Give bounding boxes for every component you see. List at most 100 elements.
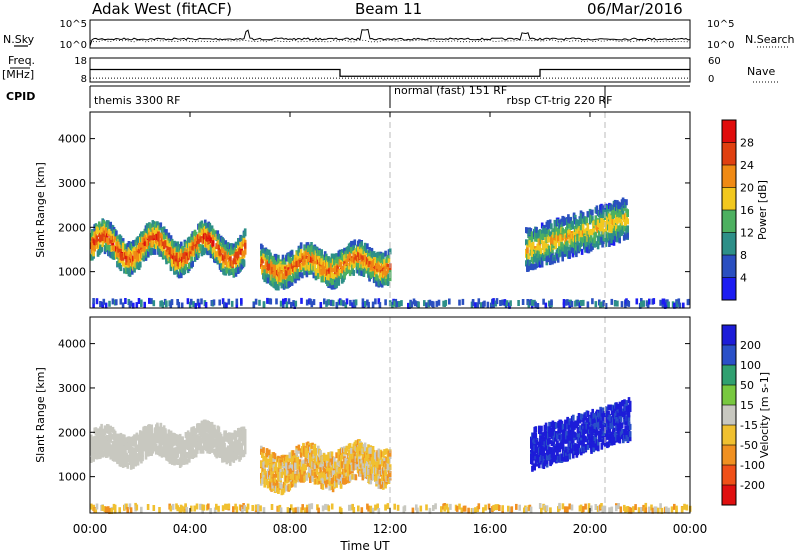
range-cell (99, 452, 102, 459)
range-cell (600, 212, 603, 219)
range-cell (540, 261, 544, 268)
range-cell (391, 301, 394, 308)
range-cell (558, 228, 561, 235)
range-cell (517, 300, 520, 306)
range-cell (131, 260, 134, 267)
range-cell (95, 298, 99, 305)
range-cell (234, 270, 238, 277)
range-cell (243, 229, 247, 236)
range-cell (280, 472, 284, 478)
range-cell (313, 463, 317, 470)
range-cell (369, 264, 373, 271)
cpid-label: CPID (6, 90, 35, 103)
range-cell (134, 460, 137, 467)
range-cell (591, 216, 594, 223)
range-cell (268, 257, 271, 264)
freq-label: Freq. (8, 54, 35, 67)
range-cell (301, 468, 304, 475)
range-cell (531, 264, 535, 271)
range-cell (556, 235, 560, 242)
range-cell (140, 301, 143, 307)
range-cell (342, 450, 345, 457)
range-cell (348, 270, 352, 277)
range-cell (201, 245, 205, 252)
range-cell (483, 300, 486, 307)
range-cell (280, 484, 284, 491)
range-cell (98, 241, 101, 248)
range-cell (141, 455, 144, 462)
range-cell (211, 433, 215, 440)
range-cell (564, 235, 568, 242)
range-cell (143, 245, 147, 252)
range-cell (624, 219, 627, 226)
noise-right-tick-bottom: 10^0 (707, 40, 734, 51)
range-cell (386, 278, 390, 285)
range-cell (340, 299, 343, 306)
range-cell (310, 457, 313, 464)
range-cell (269, 463, 272, 470)
range-cell (612, 239, 616, 246)
range-cell (273, 477, 277, 484)
range-cell (295, 272, 298, 279)
range-cell (461, 298, 465, 305)
range-cell (398, 301, 401, 307)
power-colorbar-label: 16 (740, 204, 754, 217)
range-cell (262, 447, 265, 454)
range-cell (648, 298, 651, 305)
range-cell (560, 223, 563, 230)
range-cell (327, 455, 330, 462)
range-cell (261, 245, 264, 252)
range-cell (622, 199, 626, 205)
range-cell (223, 442, 226, 449)
range-cell (477, 298, 481, 305)
range-cell (320, 249, 323, 256)
range-cell (353, 239, 357, 246)
range-cell (425, 302, 428, 309)
range-cell (144, 234, 148, 241)
range-cell (367, 270, 370, 277)
power-cells (90, 197, 691, 309)
range-cell (578, 244, 582, 251)
range-cell (165, 256, 168, 263)
range-cell (539, 248, 543, 255)
freq-left-tick-top: 18 (74, 56, 87, 67)
range-cell (413, 300, 417, 307)
range-cell (185, 452, 189, 458)
range-cell (132, 302, 135, 309)
range-cell (268, 449, 271, 456)
range-cell (217, 233, 221, 240)
range-cell (323, 298, 326, 305)
range-cell (143, 301, 146, 308)
range-cell (521, 299, 525, 305)
range-cell (164, 430, 167, 436)
range-cell (217, 426, 221, 433)
range-cell (180, 460, 183, 467)
range-cell (678, 302, 682, 309)
range-cell (190, 443, 193, 450)
range-cell (268, 261, 271, 268)
range-cell (371, 267, 375, 273)
range-cell (216, 230, 220, 237)
range-cell (279, 300, 283, 307)
range-cell (297, 447, 301, 454)
range-cell (317, 268, 320, 275)
range-cell (101, 231, 104, 238)
range-cell (305, 249, 309, 256)
range-cell (208, 447, 212, 454)
range-cell (348, 443, 352, 450)
range-cell (124, 445, 127, 452)
range-cell (551, 247, 554, 254)
range-cell (354, 474, 358, 481)
range-cell (313, 443, 317, 450)
range-cell (232, 243, 236, 250)
range-cell (121, 260, 125, 267)
range-cell (345, 259, 349, 265)
range-cell (325, 481, 328, 488)
range-cell (169, 432, 173, 439)
range-cell (561, 227, 564, 234)
range-cell (281, 277, 285, 284)
range-cell (343, 272, 346, 279)
range-cell (325, 256, 328, 263)
range-cell (156, 425, 159, 432)
